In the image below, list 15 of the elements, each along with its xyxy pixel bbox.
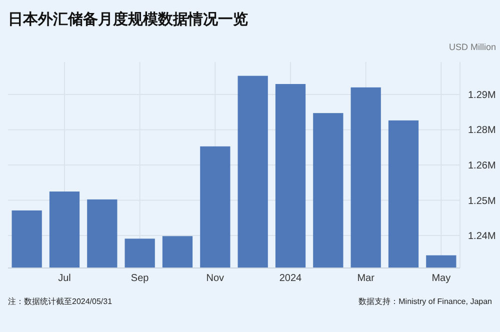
x-tick-label: 2024 [279, 273, 302, 284]
y-axis-title: USD Million [448, 42, 496, 52]
y-tick-label: 1.29M [468, 90, 496, 101]
text: 数据支持：Ministry of Finance, Japan [358, 297, 492, 306]
y-tick-label: 1.24M [468, 231, 496, 242]
y-tick-label: 1.26M [468, 160, 496, 172]
x-tick-label: Nov [206, 273, 224, 284]
text: 注：数据统计截至2024/05/31 [8, 297, 113, 306]
y-tick-label: 1.28M [468, 125, 496, 136]
x-tick-label: Sep [130, 273, 150, 284]
x-tick-label: Mar [357, 273, 376, 284]
chart-title: 日本外汇储备月度规模数据情况一览 [8, 10, 248, 28]
y-tick-label: 1.25M [468, 196, 496, 207]
x-tick-label: May [432, 273, 451, 284]
x-tick-label: Jul [58, 273, 71, 284]
